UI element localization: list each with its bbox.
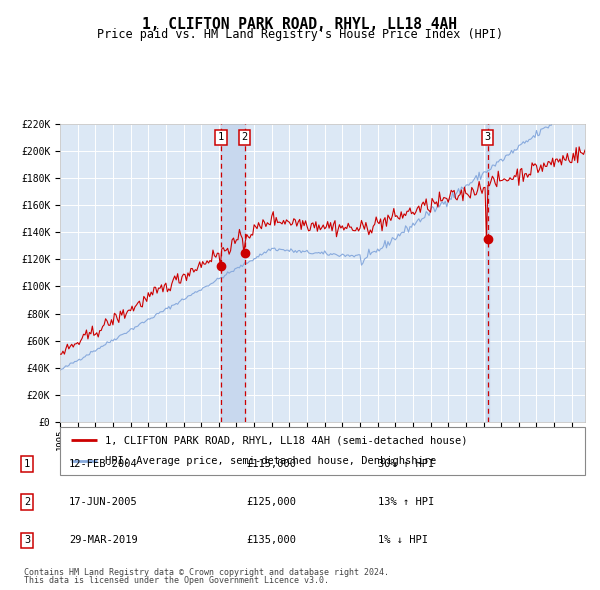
Bar bbox=[221, 124, 245, 422]
Text: £135,000: £135,000 bbox=[246, 536, 296, 545]
Text: HPI: Average price, semi-detached house, Denbighshire: HPI: Average price, semi-detached house,… bbox=[104, 457, 436, 467]
Text: 17-JUN-2005: 17-JUN-2005 bbox=[69, 497, 138, 507]
Text: 1: 1 bbox=[218, 132, 224, 142]
Text: 12-FEB-2004: 12-FEB-2004 bbox=[69, 459, 138, 468]
Text: £115,000: £115,000 bbox=[246, 459, 296, 468]
Text: 2: 2 bbox=[241, 132, 248, 142]
Text: 1: 1 bbox=[24, 459, 30, 468]
Text: 13% ↑ HPI: 13% ↑ HPI bbox=[378, 497, 434, 507]
Text: 29-MAR-2019: 29-MAR-2019 bbox=[69, 536, 138, 545]
Text: This data is licensed under the Open Government Licence v3.0.: This data is licensed under the Open Gov… bbox=[24, 576, 329, 585]
Text: £125,000: £125,000 bbox=[246, 497, 296, 507]
FancyBboxPatch shape bbox=[60, 427, 585, 475]
Text: 3: 3 bbox=[485, 132, 491, 142]
Text: Price paid vs. HM Land Registry's House Price Index (HPI): Price paid vs. HM Land Registry's House … bbox=[97, 28, 503, 41]
Text: 1, CLIFTON PARK ROAD, RHYL, LL18 4AH (semi-detached house): 1, CLIFTON PARK ROAD, RHYL, LL18 4AH (se… bbox=[104, 435, 467, 445]
Text: Contains HM Land Registry data © Crown copyright and database right 2024.: Contains HM Land Registry data © Crown c… bbox=[24, 568, 389, 577]
Text: 1, CLIFTON PARK ROAD, RHYL, LL18 4AH: 1, CLIFTON PARK ROAD, RHYL, LL18 4AH bbox=[143, 17, 458, 31]
Text: 3: 3 bbox=[24, 536, 30, 545]
Bar bbox=[487, 124, 489, 422]
Text: 30% ↑ HPI: 30% ↑ HPI bbox=[378, 459, 434, 468]
Text: 2: 2 bbox=[24, 497, 30, 507]
Text: 1% ↓ HPI: 1% ↓ HPI bbox=[378, 536, 428, 545]
